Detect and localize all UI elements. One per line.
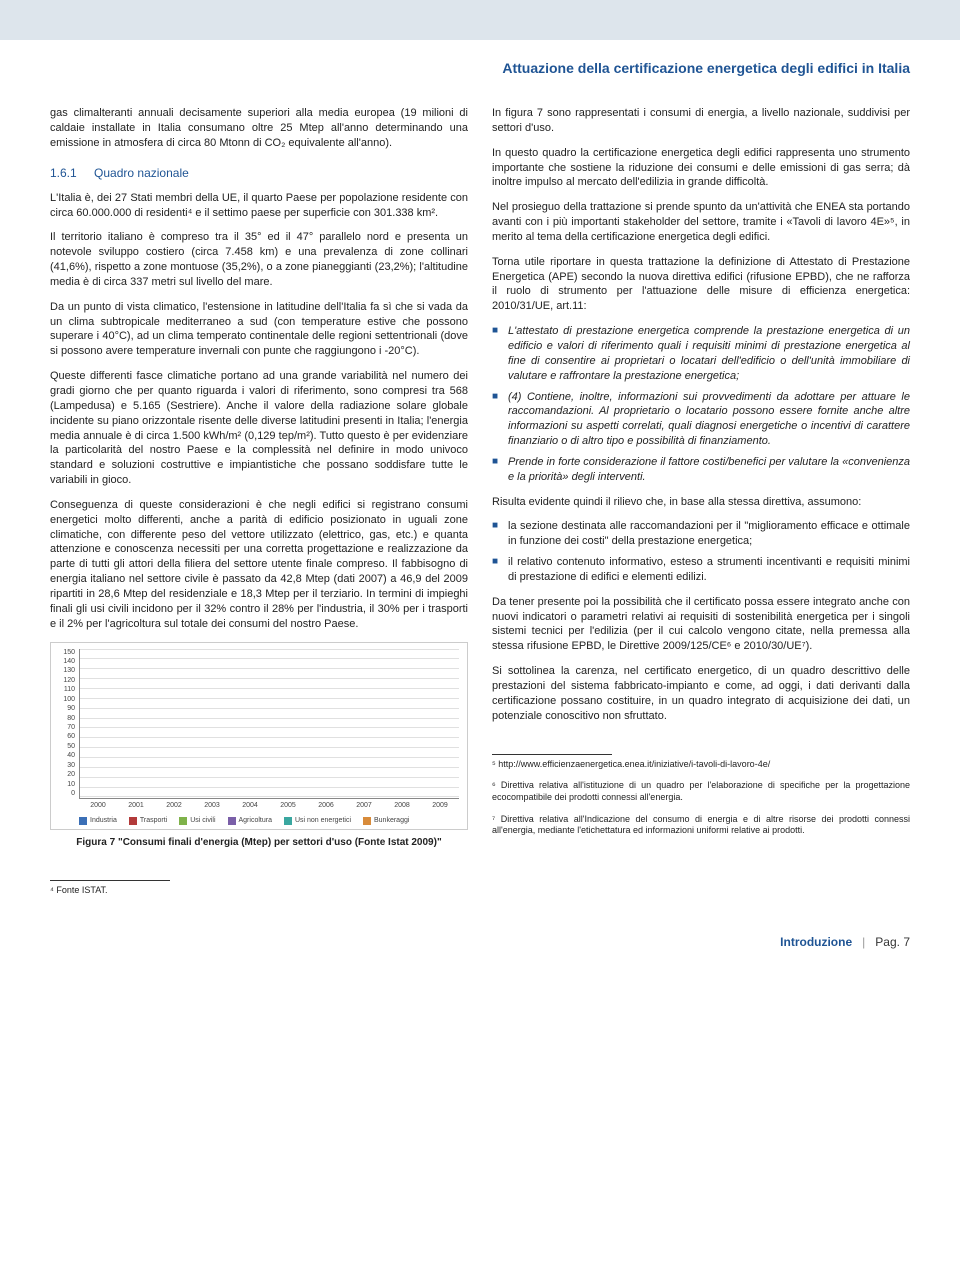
legend-item: Industria (79, 816, 117, 825)
footnote-6: ⁶ Direttiva relativa all'istituzione di … (492, 780, 910, 803)
list-item: (4) Contiene, inoltre, informazioni sui … (492, 390, 910, 449)
body-para: Risulta evidente quindi il rilievo che, … (492, 495, 910, 510)
body-para: Da un punto di vista climatico, l'estens… (50, 300, 468, 359)
list-item: la sezione destinata alle raccomandazion… (492, 519, 910, 549)
list-item: L'attestato di prestazione energetica co… (492, 324, 910, 383)
section-number: 1.6.1 (50, 166, 77, 180)
body-para: Il territorio italiano è compreso tra il… (50, 230, 468, 289)
chart-container: 0102030405060708090100110120130140150 20… (50, 642, 468, 850)
header-band (0, 0, 960, 40)
chart-legend: Industria Trasporti Usi civili Agricoltura U… (79, 816, 459, 825)
right-column: In figura 7 sono rappresentati i consumi… (492, 106, 910, 907)
x-axis-labels: 2000200120022003200420052006200720082009 (79, 801, 459, 810)
document-title: Attuazione della certificazione energeti… (50, 60, 910, 76)
bullet-list-relevance: la sezione destinata alle raccomandazion… (492, 519, 910, 584)
bullet-list-definitions: L'attestato di prestazione energetica co… (492, 324, 910, 484)
footnote-5: ⁵ http://www.efficienzaenergetica.enea.i… (492, 759, 910, 771)
legend-item: Bunkeraggi (363, 816, 409, 825)
legend-item: Agricoltura (228, 816, 272, 825)
left-column: gas climalteranti annuali decisamente su… (50, 106, 468, 907)
chart-plot-area (79, 649, 459, 799)
legend-item: Usi civili (179, 816, 215, 825)
footnote-4: ⁴ Fonte ISTAT. (50, 885, 468, 897)
footer-page: Pag. 7 (875, 935, 910, 949)
legend-item: Usi non energetici (284, 816, 351, 825)
gridlines (80, 649, 459, 798)
body-para: L'Italia è, dei 27 Stati membri della UE… (50, 191, 468, 221)
section-title: Quadro nazionale (94, 166, 189, 180)
body-para: In questo quadro la certificazione energ… (492, 146, 910, 191)
body-para: Torna utile riportare in questa trattazi… (492, 255, 910, 314)
figure-caption: Figura 7 "Consumi finali d'energia (Mtep… (50, 836, 468, 850)
body-para: Nel prosieguo della trattazione si prend… (492, 200, 910, 245)
body-para: In figura 7 sono rappresentati i consumi… (492, 106, 910, 136)
list-item: Prende in forte considerazione il fattor… (492, 455, 910, 485)
body-para: Queste differenti fasce climatiche porta… (50, 369, 468, 488)
list-item: il relativo contenuto informativo, estes… (492, 555, 910, 585)
footer-section-name: Introduzione (780, 935, 852, 949)
footer-divider: | (862, 935, 865, 949)
section-heading: 1.6.1 Quadro nazionale (50, 165, 468, 181)
footnote-rule (492, 754, 612, 755)
intro-para: gas climalteranti annuali decisamente su… (50, 106, 468, 151)
stacked-bar-chart: 0102030405060708090100110120130140150 20… (50, 642, 468, 831)
two-column-layout: gas climalteranti annuali decisamente su… (50, 106, 910, 907)
footnote-7: ⁷ Direttiva relativa all'Indicazione del… (492, 814, 910, 837)
page-footer: Introduzione | Pag. 7 (0, 927, 960, 963)
body-para: Da tener presente poi la possibilità che… (492, 595, 910, 654)
body-para: Si sottolinea la carenza, nel certificat… (492, 664, 910, 723)
footnote-rule (50, 880, 170, 881)
y-axis: 0102030405060708090100110120130140150 (59, 649, 79, 799)
body-para: Conseguenza di queste considerazioni è c… (50, 498, 468, 632)
page-content: Attuazione della certificazione energeti… (0, 40, 960, 927)
legend-item: Trasporti (129, 816, 167, 825)
